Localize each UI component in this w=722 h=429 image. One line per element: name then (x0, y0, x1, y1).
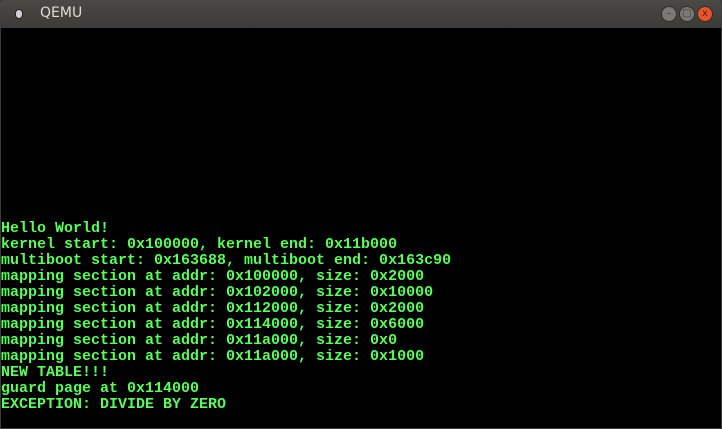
console-line: mapping section at addr: 0x11a000, size:… (1, 348, 425, 365)
title-bar[interactable]: QEMU – □ x (0, 0, 722, 28)
window-title: QEMU (40, 5, 83, 21)
console-line: Hello World! (1, 220, 110, 237)
qemu-app-icon (15, 9, 23, 19)
close-button[interactable]: x (697, 6, 713, 22)
console-line: multiboot start: 0x163688, multiboot end… (1, 252, 452, 269)
console-line: EXCEPTION: DIVIDE BY ZERO (1, 396, 227, 413)
console-line: mapping section at addr: 0x102000, size:… (1, 284, 434, 301)
console-line: kernel start: 0x100000, kernel end: 0x11… (1, 236, 398, 253)
console-line: NEW TABLE!!! (1, 364, 110, 381)
console-line: mapping section at addr: 0x112000, size:… (1, 300, 425, 317)
vm-display[interactable]: Hello World! kernel start: 0x100000, ker… (1, 28, 721, 428)
minimize-button[interactable]: – (661, 6, 677, 22)
maximize-button[interactable]: □ (679, 6, 695, 22)
console-line: mapping section at addr: 0x100000, size:… (1, 268, 425, 285)
console-line: mapping section at addr: 0x11a000, size:… (1, 332, 398, 349)
console-line: guard page at 0x114000 (1, 380, 200, 397)
console-line: mapping section at addr: 0x114000, size:… (1, 316, 425, 333)
